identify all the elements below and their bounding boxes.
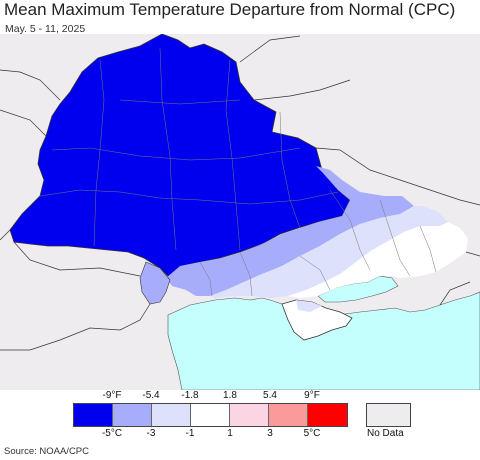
legend-tick-f-3: -1.8 (181, 390, 199, 401)
legend-tick-c-5: 3 (267, 428, 273, 439)
no-data-swatch (366, 403, 411, 427)
legend-swatch-2 (113, 404, 152, 426)
no-data-label: No Data (367, 428, 404, 439)
legend-tick-c-2: -3 (146, 428, 156, 439)
map-title: Mean Maximum Temperature Departure from … (4, 0, 456, 19)
temperature-map (0, 34, 480, 390)
legend-tick-f-2: -5.4 (142, 390, 160, 401)
legend-tick-f-5: 5.4 (263, 390, 277, 401)
region-moldova (139, 261, 171, 305)
oblast-boundaries (39, 47, 437, 297)
legend-swatch-6 (269, 404, 308, 426)
source-credit: Source: NOAA/CPC (4, 446, 89, 457)
legend-tick-c-4: 1 (227, 428, 233, 439)
legend-swatch-7 (308, 404, 347, 426)
country-borders (0, 35, 480, 351)
region-below-normal (166, 166, 414, 296)
legend-tick-c-6: 5°C (303, 428, 321, 439)
legend-tick-c-1: -5°C (101, 428, 123, 439)
legend-tick-f-1: -9°F (102, 390, 122, 401)
legend-swatch-3 (152, 404, 191, 426)
legend-tick-f-6: 9°F (304, 390, 320, 401)
legend-tick-c-3: -1 (185, 428, 195, 439)
legend-swatch-1 (74, 404, 113, 426)
legend-swatch-4 (191, 404, 230, 426)
black-sea (167, 291, 480, 390)
crimea-south (296, 300, 322, 312)
legend-tick-f-4: 1.8 (223, 390, 237, 401)
legend-color-scale (73, 403, 348, 427)
legend-swatch-5 (230, 404, 269, 426)
date-range: May. 5 - 11, 2025 (5, 23, 86, 35)
region-slightly-below-normal (210, 206, 448, 298)
region-near-normal (288, 222, 468, 298)
